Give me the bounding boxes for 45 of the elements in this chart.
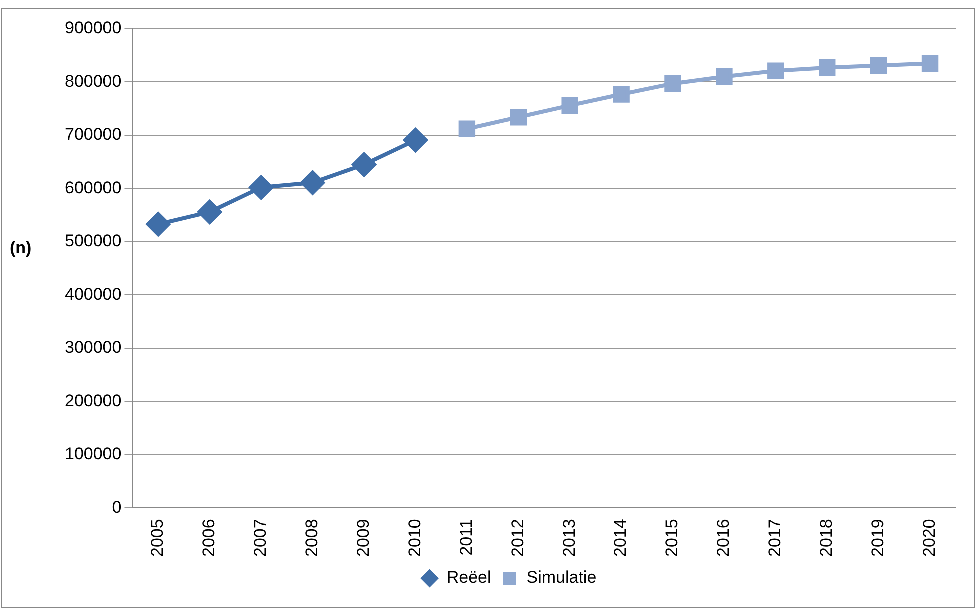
x-tick-label: 2014: [611, 519, 630, 558]
legend-label: Reëel: [446, 568, 492, 588]
x-tick-label: 2013: [560, 519, 579, 558]
point: [922, 55, 939, 72]
x-tick-label: 2016: [714, 519, 734, 558]
x-tick-label: 2019: [868, 519, 888, 558]
x-tick-label: 2017: [766, 519, 785, 558]
y-tick-label: 500000: [64, 232, 122, 251]
y-tick-label: 400000: [64, 284, 122, 304]
y-tick-label: 600000: [64, 178, 122, 198]
x-tick-label: 2015: [662, 519, 682, 558]
y-tick-label: 300000: [64, 338, 122, 358]
x-tick-label: 2005: [148, 519, 168, 558]
y-axis-title: (n): [10, 238, 32, 258]
x-tick-label: 2018: [817, 519, 836, 558]
point: [458, 120, 476, 138]
point: [819, 60, 836, 76]
y-tick-label: 700000: [64, 125, 122, 144]
point: [352, 152, 376, 177]
point: [510, 109, 527, 126]
y-tick-label: 900000: [64, 18, 122, 38]
x-tick-label: 2006: [200, 519, 219, 558]
point: [664, 75, 682, 92]
point: [562, 97, 578, 114]
y-tick-label: 100000: [64, 444, 122, 464]
y-tick-label: 0: [112, 498, 122, 517]
point: [300, 170, 325, 195]
point: [146, 212, 170, 236]
x-tick-label: 2010: [405, 519, 424, 558]
x-tick-label: 2007: [251, 519, 270, 558]
x-tick-label: 2011: [456, 519, 476, 556]
point: [404, 128, 428, 152]
legend-label: Simulatie: [526, 568, 597, 588]
point: [198, 200, 222, 224]
x-tick-label: 2020: [920, 519, 939, 558]
point: [716, 68, 733, 86]
point: [768, 62, 784, 80]
x-tick-label: 2012: [508, 519, 528, 558]
point: [613, 86, 630, 103]
point: [870, 57, 888, 74]
y-tick-label: 800000: [64, 72, 122, 91]
point: [249, 176, 274, 200]
x-tick-label: 2009: [354, 519, 373, 558]
x-tick-label: 2008: [302, 519, 322, 558]
y-tick-label: 200000: [64, 391, 122, 410]
